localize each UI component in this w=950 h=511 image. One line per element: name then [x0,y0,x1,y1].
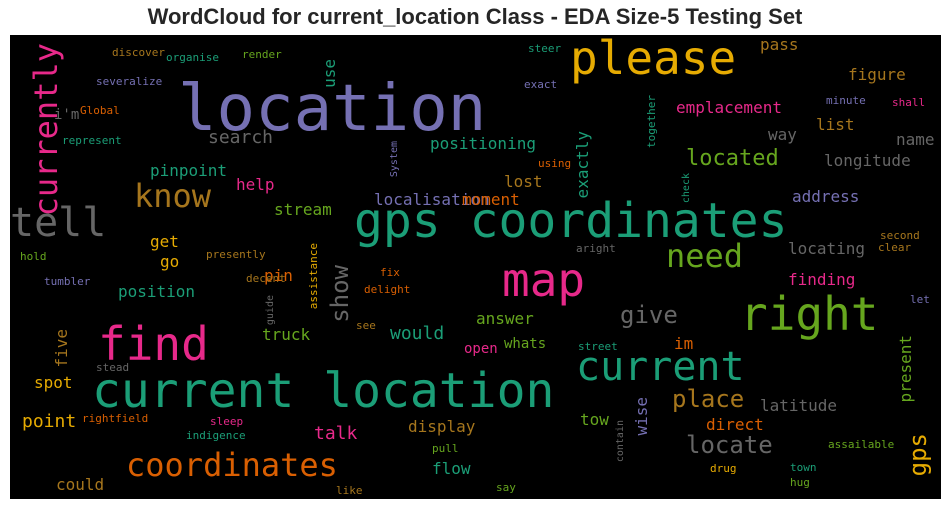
word-81: presently [206,249,266,260]
word-cloud: location current location gps coordinates p… [10,35,941,499]
word-32: help [236,177,275,193]
word-85: delight [364,284,410,295]
word-95: pull [432,443,459,454]
word-74: System [390,141,400,177]
word-4: please [570,35,736,81]
word-56: tow [580,412,609,428]
word-86: tumbler [44,276,90,287]
word-23: list [816,117,855,133]
word-96: contain [616,420,626,462]
word-92: rightfield [82,413,148,424]
word-77: second [880,230,920,241]
word-73: shall [892,97,925,108]
word-28: search [208,129,273,147]
word-48: whats [504,337,546,351]
word-38: finding [788,272,855,288]
word-54: display [408,419,475,435]
word-102: hug [790,477,810,488]
word-37: locating [788,241,865,257]
word-101: say [496,482,516,493]
word-21: pass [760,37,799,53]
word-69: steer [528,43,561,54]
word-6: right [740,291,878,337]
word-14: give [620,303,678,327]
word-89: see [356,320,376,331]
word-43: answer [476,311,534,327]
word-57: direct [706,417,764,433]
word-75: using [538,158,571,169]
word-13: need [666,240,743,272]
word-51: five [54,329,70,368]
word-68: represent [62,135,122,146]
word-79: aright [576,243,616,254]
word-5: map [502,257,585,303]
word-15: locate [686,433,773,457]
word-40: go [160,254,179,270]
word-30: exactly [575,131,591,198]
word-25: name [896,132,935,148]
word-63: discover [112,47,165,58]
word-36: stream [274,202,332,218]
word-42: position [118,284,195,300]
word-31: pinpoint [150,163,227,179]
word-53: talk [314,425,357,443]
word-55: wise [634,397,650,436]
word-2: current location [92,367,554,415]
word-100: like [336,485,363,496]
word-97: assailable [828,439,894,450]
word-80: hold [20,251,47,262]
word-22: figure [848,67,906,83]
chart-title: WordCloud for current_location Class - E… [0,4,950,30]
word-24: way [768,127,797,143]
word-66: severalize [96,76,162,87]
word-91: stead [96,362,129,373]
word-60: could [56,477,104,493]
word-16: place [672,387,744,411]
word-99: town [790,462,817,473]
word-90: street [578,341,618,352]
word-87: guide [266,295,276,325]
word-46: would [390,325,444,343]
word-52: point [22,413,76,431]
word-62: i'm [54,108,79,122]
word-64: organise [166,52,219,63]
word-93: sleep [210,416,243,427]
word-17: show [328,265,352,323]
word-10: coordinates [126,449,338,481]
word-33: lost [504,174,543,190]
word-39: get [150,234,179,250]
word-78: clear [878,242,911,253]
word-47: open [464,342,498,356]
word-11: currently [30,43,62,216]
word-59: flow [432,461,471,477]
word-58: latitude [760,398,837,414]
word-26: longitude [824,153,911,169]
word-61: use [322,59,338,88]
word-18: gps [906,433,930,476]
word-76: check [682,173,692,203]
word-72: minute [826,95,866,106]
word-8: current [576,347,745,387]
word-12: know [134,180,211,212]
word-67: Global [80,105,120,116]
word-88: let [910,294,930,305]
word-65: render [242,49,282,60]
word-20: emplacement [676,100,782,116]
word-94: indigence [186,430,246,441]
word-98: drug [710,463,737,474]
word-35: moment [462,192,520,208]
word-29: positioning [430,136,536,152]
word-82: decent [246,273,286,284]
word-27: address [792,189,859,205]
word-19: located [686,148,779,170]
word-70: exact [524,79,557,90]
word-83: assistance [308,243,319,309]
word-45: truck [262,327,310,343]
word-44: im [674,336,693,352]
word-84: fix [380,267,400,278]
word-50: spot [34,375,73,391]
word-71: together [646,95,657,148]
word-49: present [898,335,914,402]
